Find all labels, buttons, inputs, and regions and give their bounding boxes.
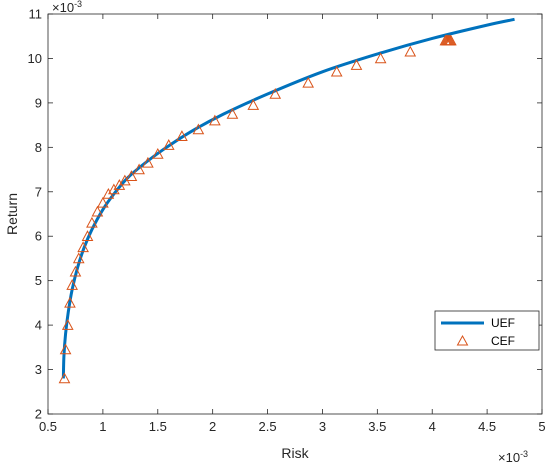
plot-area: [47, 13, 543, 415]
cef-point: [192, 123, 205, 135]
y-exponent: ×10-3: [52, 0, 82, 15]
cef-point: [133, 163, 145, 175]
cef-point: [77, 241, 89, 253]
x-tick-label: 0.5: [39, 419, 57, 434]
cef-point: [330, 65, 343, 77]
cef-point: [374, 52, 387, 64]
x-tick-label: 1: [99, 419, 106, 434]
x-tick-label: 3.5: [368, 419, 386, 434]
x-tick-label: 3: [319, 419, 326, 434]
y-tick-label: 2: [35, 407, 42, 422]
x-tick-label: 2.5: [259, 419, 277, 434]
legend-cef-marker-icon: [456, 334, 469, 346]
cef-point: [58, 372, 71, 384]
y-tick-label: 9: [35, 95, 42, 110]
legend-box: [434, 310, 540, 351]
x-tick-label: 2: [209, 419, 216, 434]
cef-point: [72, 252, 85, 264]
cef-point: [91, 205, 104, 217]
x-tick-labels: 0.5 1 1.5 2 2.5 3 3.5 4 4.5 5: [39, 419, 546, 434]
y-tick-label: 11: [29, 7, 43, 22]
y-tick-label: 10: [28, 51, 42, 66]
cef-point: [59, 343, 72, 355]
legend: UEF CEF: [434, 310, 540, 351]
x-axis-label: Risk: [281, 445, 309, 461]
y-axis-label: Return: [4, 193, 20, 235]
cef-point: [269, 87, 282, 99]
x-exponent-base: ×10: [498, 450, 520, 465]
cef-point: [125, 170, 138, 181]
x-tick-label: 4.5: [478, 419, 496, 434]
cef-point: [97, 196, 109, 208]
cef-point: [66, 279, 78, 290]
cef-point: [209, 114, 221, 126]
x-exponent: ×10-3: [498, 449, 528, 465]
cef-point: [81, 230, 94, 241]
y-exponent-power: -3: [74, 0, 82, 9]
cef-point: [61, 319, 74, 330]
cef-point: [69, 265, 82, 277]
axis-ticks: [47, 13, 543, 415]
cef-point: [176, 130, 188, 141]
cef-point: [226, 107, 239, 119]
y-tick-labels: 2 3 4 5 6 7 8 9 10 11: [28, 7, 42, 422]
y-tick-label: 8: [35, 140, 42, 155]
y-tick-label: 3: [35, 362, 42, 377]
cef-point: [162, 139, 175, 150]
cef-point: [445, 34, 457, 46]
y-tick-label: 6: [35, 229, 42, 244]
x-tick-label: 5: [538, 419, 545, 434]
x-tick-label: 1.5: [149, 419, 167, 434]
cef-point: [404, 45, 417, 57]
cef-point: [302, 76, 315, 88]
x-exponent-power: -3: [520, 449, 528, 459]
cef-point: [350, 59, 363, 70]
y-tick-label: 4: [35, 318, 42, 333]
cef-point: [142, 156, 154, 168]
cef-point: [64, 296, 76, 308]
y-exponent-base: ×10: [52, 0, 74, 15]
x-tick-label: 4: [429, 419, 436, 434]
legend-uef-label: UEF: [491, 316, 515, 330]
legend-cef-label: CEF: [491, 334, 515, 348]
series-layer: [58, 17, 515, 384]
y-tick-label: 5: [35, 273, 42, 288]
cef-point: [151, 147, 164, 159]
cef-point: [86, 216, 98, 228]
cef-point: [247, 99, 260, 110]
y-tick-label: 7: [35, 184, 42, 199]
